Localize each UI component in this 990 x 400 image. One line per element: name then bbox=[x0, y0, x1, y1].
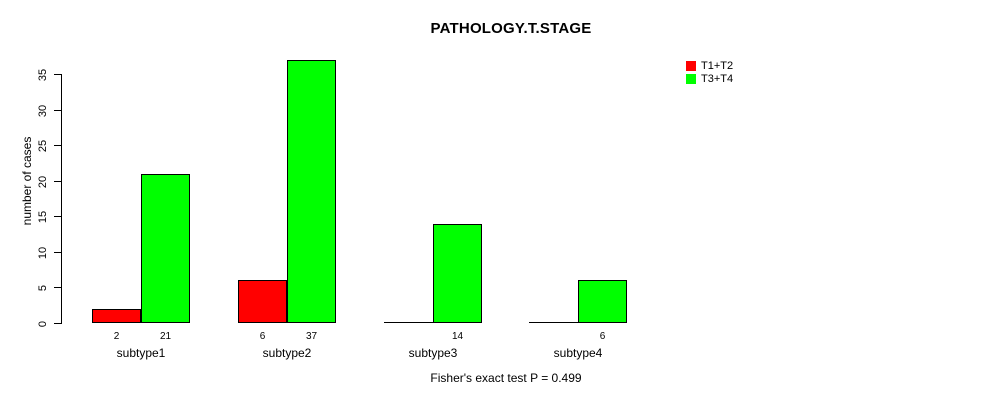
y-tick-label: 35 bbox=[37, 68, 49, 81]
legend-item-t3t4: T3+T4 bbox=[686, 73, 733, 85]
bar-value-label: 21 bbox=[159, 331, 172, 342]
footer-annotation: Fisher's exact test P = 0.499 bbox=[430, 371, 582, 385]
bar-value-label: 6 bbox=[599, 331, 606, 342]
y-tick bbox=[54, 181, 61, 182]
y-tick-label: 15 bbox=[37, 210, 49, 223]
legend: T1+T2 T3+T4 bbox=[686, 60, 733, 86]
y-tick-label: 10 bbox=[37, 246, 49, 259]
category-label-subtype3: subtype3 bbox=[408, 346, 458, 360]
y-tick bbox=[54, 145, 61, 146]
legend-swatch-red bbox=[686, 61, 696, 71]
legend-label-t1t2: T1+T2 bbox=[701, 60, 734, 72]
y-axis-label: number of cases bbox=[20, 136, 34, 226]
y-tick bbox=[54, 252, 61, 253]
bar-T3+T4-subtype3 bbox=[433, 224, 482, 323]
legend-label-t3t4: T3+T4 bbox=[701, 73, 734, 85]
bar-value-label: 14 bbox=[451, 331, 464, 342]
y-tick-label: 20 bbox=[37, 175, 49, 188]
legend-item-t1t2: T1+T2 bbox=[686, 60, 733, 72]
y-tick bbox=[54, 287, 61, 288]
bar-T1+T2-subtype2 bbox=[238, 280, 287, 323]
y-tick bbox=[54, 110, 61, 111]
category-label-subtype1: subtype1 bbox=[116, 346, 166, 360]
bar-T3+T4-subtype4 bbox=[578, 280, 627, 323]
category-label-subtype2: subtype2 bbox=[262, 346, 312, 360]
y-tick bbox=[54, 216, 61, 217]
bar-T1+T2-subtype4 bbox=[529, 322, 578, 323]
bar-value-label: 37 bbox=[305, 331, 318, 342]
bar-T1+T2-subtype3 bbox=[384, 322, 433, 323]
bar-value-label: 6 bbox=[259, 331, 266, 342]
y-tick-label: 0 bbox=[37, 320, 49, 327]
bar-value-label: 2 bbox=[113, 331, 120, 342]
y-tick bbox=[54, 323, 61, 324]
legend-swatch-green bbox=[686, 74, 696, 84]
bar-T3+T4-subtype1 bbox=[141, 174, 190, 323]
bar-T3+T4-subtype2 bbox=[287, 60, 336, 323]
y-tick-label: 30 bbox=[37, 104, 49, 117]
y-axis-line bbox=[61, 74, 62, 324]
y-tick bbox=[54, 74, 61, 75]
y-tick-label: 25 bbox=[37, 139, 49, 152]
y-tick-label: 5 bbox=[37, 284, 49, 291]
category-label-subtype4: subtype4 bbox=[553, 346, 603, 360]
chart-title: PATHOLOGY.T.STAGE bbox=[430, 20, 592, 37]
bar-T1+T2-subtype1 bbox=[92, 309, 141, 323]
